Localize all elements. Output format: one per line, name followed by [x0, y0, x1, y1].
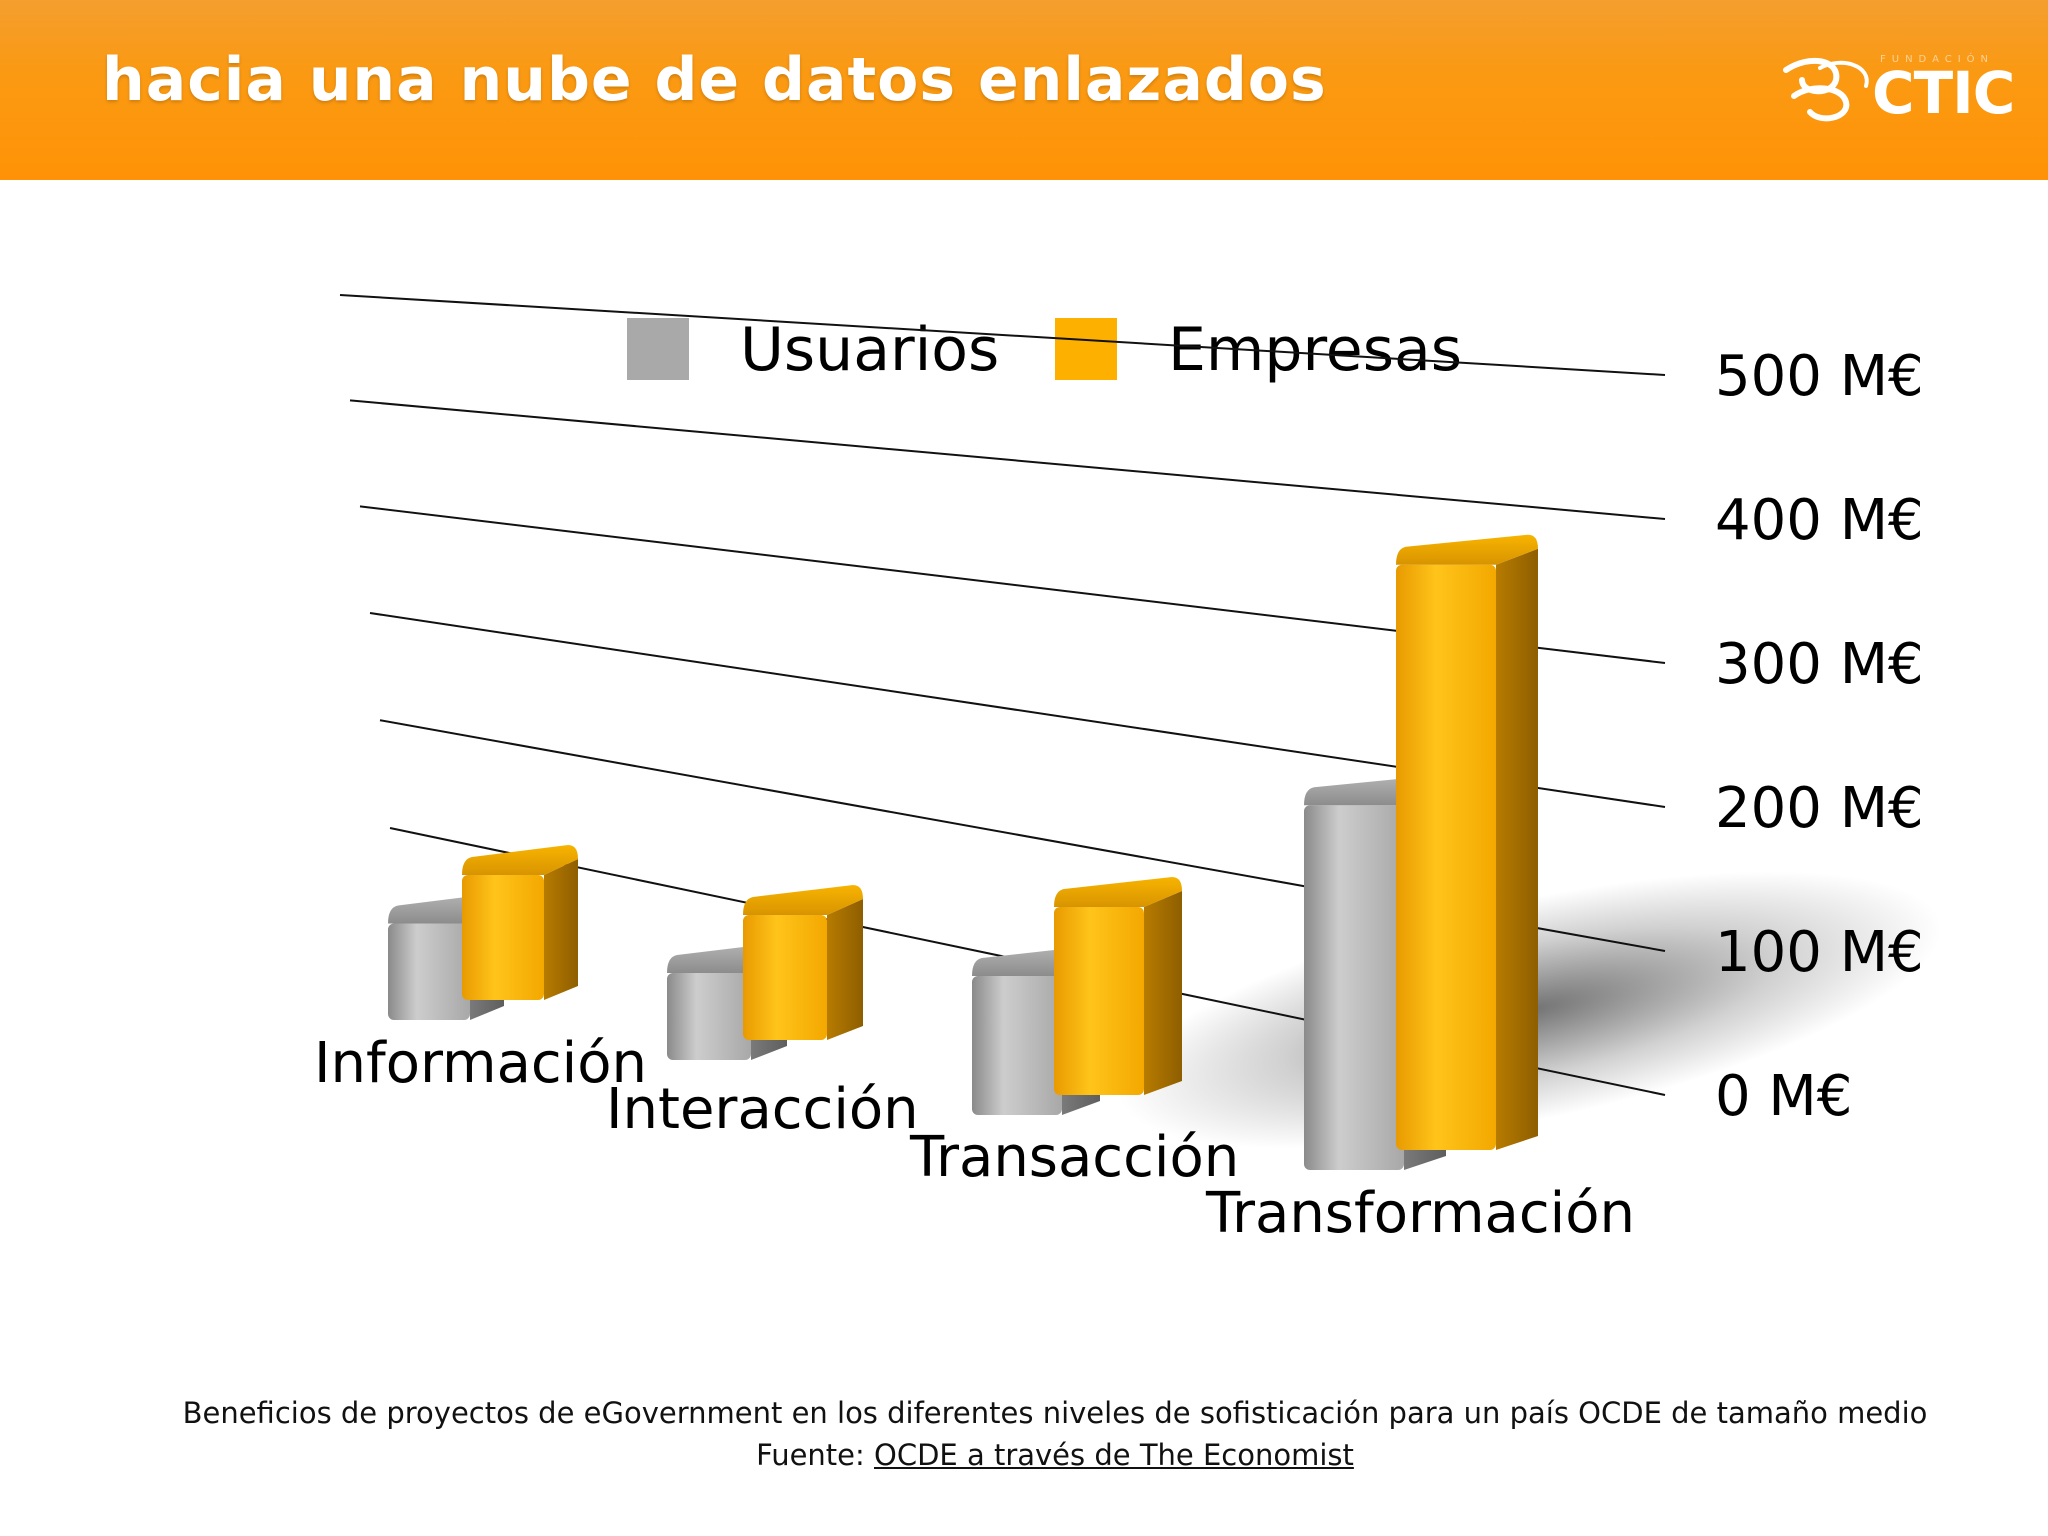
bar-1 — [1396, 534, 1538, 1150]
source-prefix: Fuente: — [756, 1438, 865, 1472]
slide-title: hacia una nube de datos enlazados — [102, 45, 1327, 115]
bar-top-face — [743, 885, 863, 915]
bar-1 — [743, 885, 863, 1040]
bar-front-face — [1054, 907, 1144, 1095]
bar-side-face — [1144, 891, 1182, 1095]
bar-side-face — [1496, 548, 1538, 1150]
ctic-logo: FUNDACIÓN CTIC — [1780, 52, 2020, 126]
bar-front-face — [1304, 805, 1404, 1170]
header-gloss — [0, 0, 2048, 70]
bar-side-face — [827, 899, 863, 1040]
legend-swatch-usuarios — [627, 318, 689, 380]
chart-caption: Beneficios de proyectos de eGovernment e… — [0, 1392, 2048, 1476]
logo-swirl-icon — [1783, 58, 1869, 122]
bar-front-face — [743, 915, 827, 1040]
category-labels: InformaciónInteracciónTransacciónTransfo… — [314, 1031, 1635, 1246]
y-tick-label: 200 M€ — [1715, 776, 1924, 841]
logo-small-text: FUNDACIÓN — [1880, 54, 1995, 65]
legend-swatch-empresas — [1055, 318, 1117, 380]
category-label: Transformación — [1205, 1181, 1635, 1246]
bars — [388, 534, 1538, 1170]
caption-source: Fuente: OCDE a través de The Economist — [0, 1434, 2048, 1476]
bar-1 — [462, 845, 578, 1000]
legend-label-empresas: Empresas — [1168, 315, 1462, 385]
bar-front-face — [462, 875, 544, 1000]
y-tick-labels: 0 M€ 100 M€ 200 M€ 300 M€ 400 M€ 500 M€ — [1715, 344, 1924, 1129]
bar-top-face — [1396, 534, 1538, 565]
gridline — [339, 293, 1666, 376]
y-tick-label: 500 M€ — [1715, 344, 1924, 409]
y-tick-label: 400 M€ — [1715, 488, 1924, 553]
bar-front-face — [1396, 564, 1496, 1150]
bar-front-face — [972, 976, 1062, 1115]
y-tick-label: 100 M€ — [1715, 920, 1924, 985]
chart-legend: Usuarios Empresas — [627, 315, 1462, 385]
bar-top-face — [462, 845, 578, 875]
category-label: Transacción — [909, 1125, 1239, 1190]
bar-chart: Usuarios Empresas InformaciónInteracción… — [314, 293, 1942, 1246]
bar-top-face — [1054, 877, 1182, 907]
bar-side-face — [544, 859, 578, 1000]
source-link[interactable]: OCDE a través de The Economist — [874, 1438, 1354, 1472]
caption-description: Beneficios de proyectos de eGovernment e… — [182, 1396, 1928, 1430]
category-label: Interacción — [606, 1077, 919, 1142]
logo-text: CTIC — [1872, 59, 2015, 127]
gridline — [349, 399, 1666, 520]
bar-front-face — [667, 973, 751, 1060]
slide-header: hacia una nube de datos enlazados FUNDAC… — [0, 0, 2048, 180]
category-label: Información — [314, 1031, 647, 1096]
y-tick-label: 300 M€ — [1715, 632, 1924, 697]
y-tick-label: 0 M€ — [1715, 1064, 1852, 1129]
bar-front-face — [388, 923, 470, 1020]
legend-label-usuarios: Usuarios — [740, 315, 999, 385]
bar-1 — [1054, 877, 1182, 1095]
